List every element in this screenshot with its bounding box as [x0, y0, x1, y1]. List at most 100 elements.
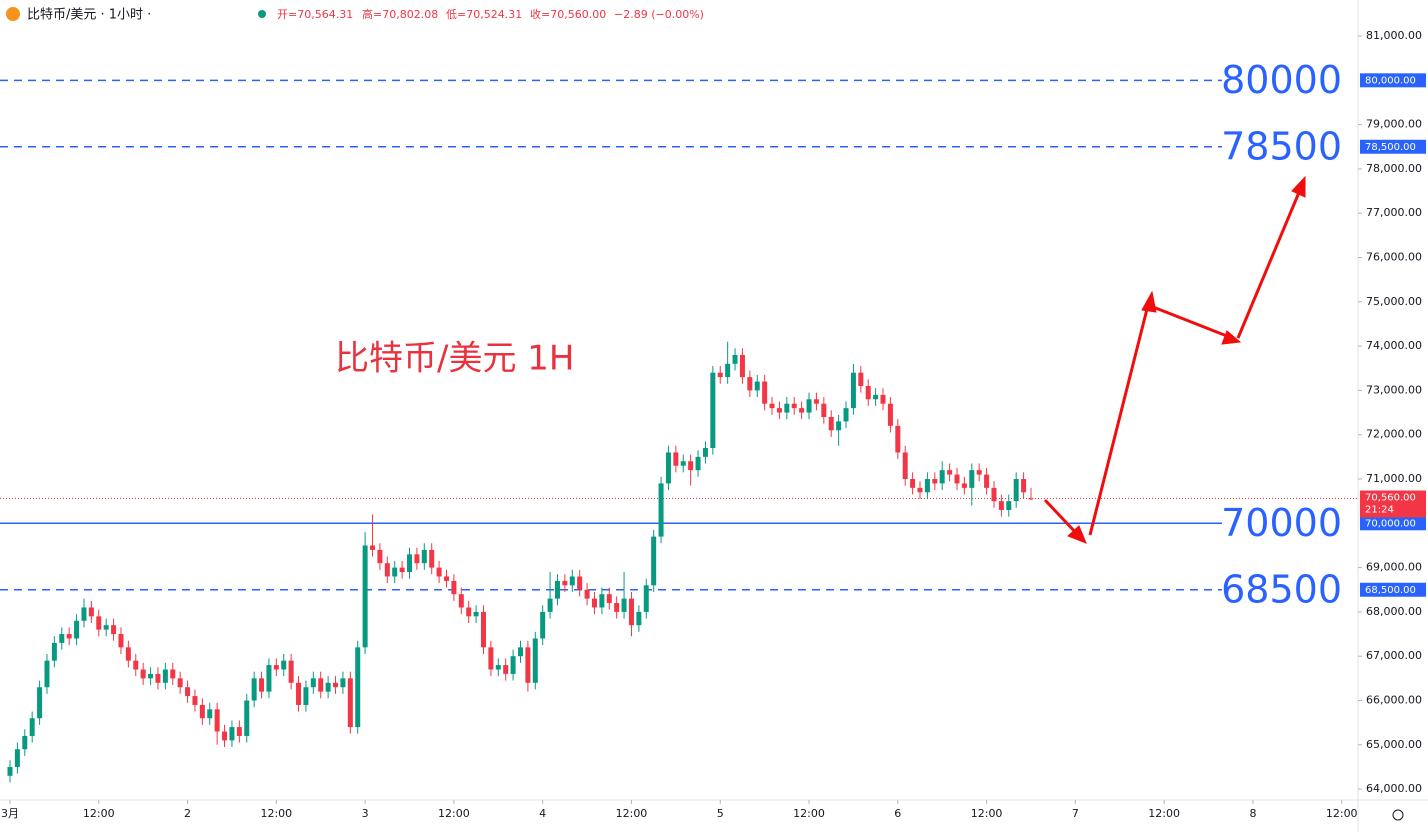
candle-body [229, 727, 235, 741]
candle-body [303, 687, 309, 705]
candle-body [984, 474, 990, 488]
candle-body [503, 665, 509, 674]
candle-body [96, 616, 102, 630]
candle-body [725, 363, 731, 378]
candle-body [273, 665, 279, 670]
y-tick-label: 74,000.00 [1366, 339, 1422, 352]
candle-body [828, 416, 834, 431]
candle-body [554, 580, 560, 599]
candle-body [510, 656, 516, 674]
candle-body [436, 567, 442, 577]
candle-body [873, 394, 879, 400]
y-tick-label: 65,000.00 [1366, 738, 1422, 751]
candle-body [222, 731, 228, 741]
y-tick-label: 75,000.00 [1366, 295, 1422, 308]
x-tick-label: 5 [717, 807, 724, 820]
candle-body [37, 687, 43, 719]
candle-body [998, 501, 1004, 511]
candle-body [480, 611, 486, 648]
candle-body [643, 585, 649, 612]
candle-body [244, 700, 250, 736]
ohlc-high: 高=70,802.08 [362, 7, 438, 21]
candle-body [325, 682, 331, 692]
candle-body [680, 461, 686, 466]
candle-body [251, 678, 257, 701]
candle-body [281, 660, 287, 670]
x-tick-label: 7 [1072, 807, 1079, 820]
plot: 80000 78500 70000 68500 [0, 58, 1358, 783]
x-tick-label: 12:00 [83, 807, 115, 820]
candle-body [22, 735, 28, 750]
candle-body [66, 634, 72, 639]
candle-body [236, 727, 242, 736]
candle-body [207, 709, 213, 719]
ohlc-low: 低=70,524.31 [446, 8, 522, 21]
candle-body [488, 647, 494, 670]
y-tick-label: 66,000.00 [1366, 694, 1422, 707]
candle-body [887, 403, 893, 426]
candle-body [451, 580, 457, 595]
candle-body [702, 447, 708, 457]
candle-body [895, 425, 901, 453]
axes: 64,000.00 65,000.00 66,000.00 67,000.00 68,0… [1, 29, 1426, 820]
candle-body [133, 660, 139, 670]
candle-body [355, 647, 361, 728]
candle-body [562, 580, 568, 586]
candle-body [318, 678, 324, 692]
candle-body [177, 678, 183, 688]
ohlc-close: 收=70,560.00 [530, 7, 606, 21]
candle-body [103, 625, 109, 630]
candle-body [14, 749, 20, 767]
candle-body [865, 385, 871, 400]
candle-body [732, 354, 738, 364]
settings-icon[interactable] [1392, 809, 1404, 821]
candle-body [81, 607, 87, 621]
level-label: 78500 [1221, 124, 1342, 168]
candle-body [466, 607, 472, 617]
candle-body [769, 403, 775, 409]
candle-body [421, 549, 427, 564]
candle-body [296, 682, 302, 705]
candle-body [111, 625, 117, 635]
candle-body [902, 452, 908, 480]
candle-body [991, 487, 997, 502]
candle-body [606, 594, 612, 604]
candle-body [495, 665, 501, 670]
candle-body [880, 394, 886, 404]
candle-body [473, 611, 479, 617]
candle-body [673, 452, 679, 466]
candle-body [88, 607, 94, 617]
x-tick-label: 4 [539, 807, 546, 820]
candle-body [710, 372, 716, 448]
candle-body [170, 669, 176, 679]
candle-body [584, 589, 590, 599]
candle-body [429, 549, 435, 568]
x-tick-label: 3月 [1, 807, 19, 820]
annotation-title: 比特币/美元 1H [335, 339, 574, 379]
candle-body [407, 554, 413, 573]
candle-body [399, 567, 405, 573]
candle-body [199, 704, 205, 719]
y-tick-label: 79,000.00 [1366, 118, 1422, 131]
candle-body [910, 479, 916, 488]
candle-body [924, 479, 930, 493]
candle-body [614, 603, 620, 612]
candle-body [532, 638, 538, 683]
projection-arrows [1043, 175, 1306, 544]
candle-body [791, 403, 797, 409]
candle-body [665, 452, 671, 484]
candle-body [118, 634, 124, 648]
candle-body [125, 647, 131, 661]
candle-body [1006, 501, 1012, 511]
level-label: 80000 [1221, 58, 1342, 102]
y-tick-label: 67,000.00 [1366, 649, 1422, 662]
level-axis-box [1360, 516, 1426, 531]
candle-body [148, 673, 154, 679]
candle-body [155, 673, 161, 683]
candle-body [806, 399, 812, 413]
coin-icon [6, 7, 20, 21]
ohlc-open: 开=70,564.31 [277, 8, 353, 21]
arrowhead [1291, 175, 1306, 198]
candle-body [591, 598, 597, 608]
